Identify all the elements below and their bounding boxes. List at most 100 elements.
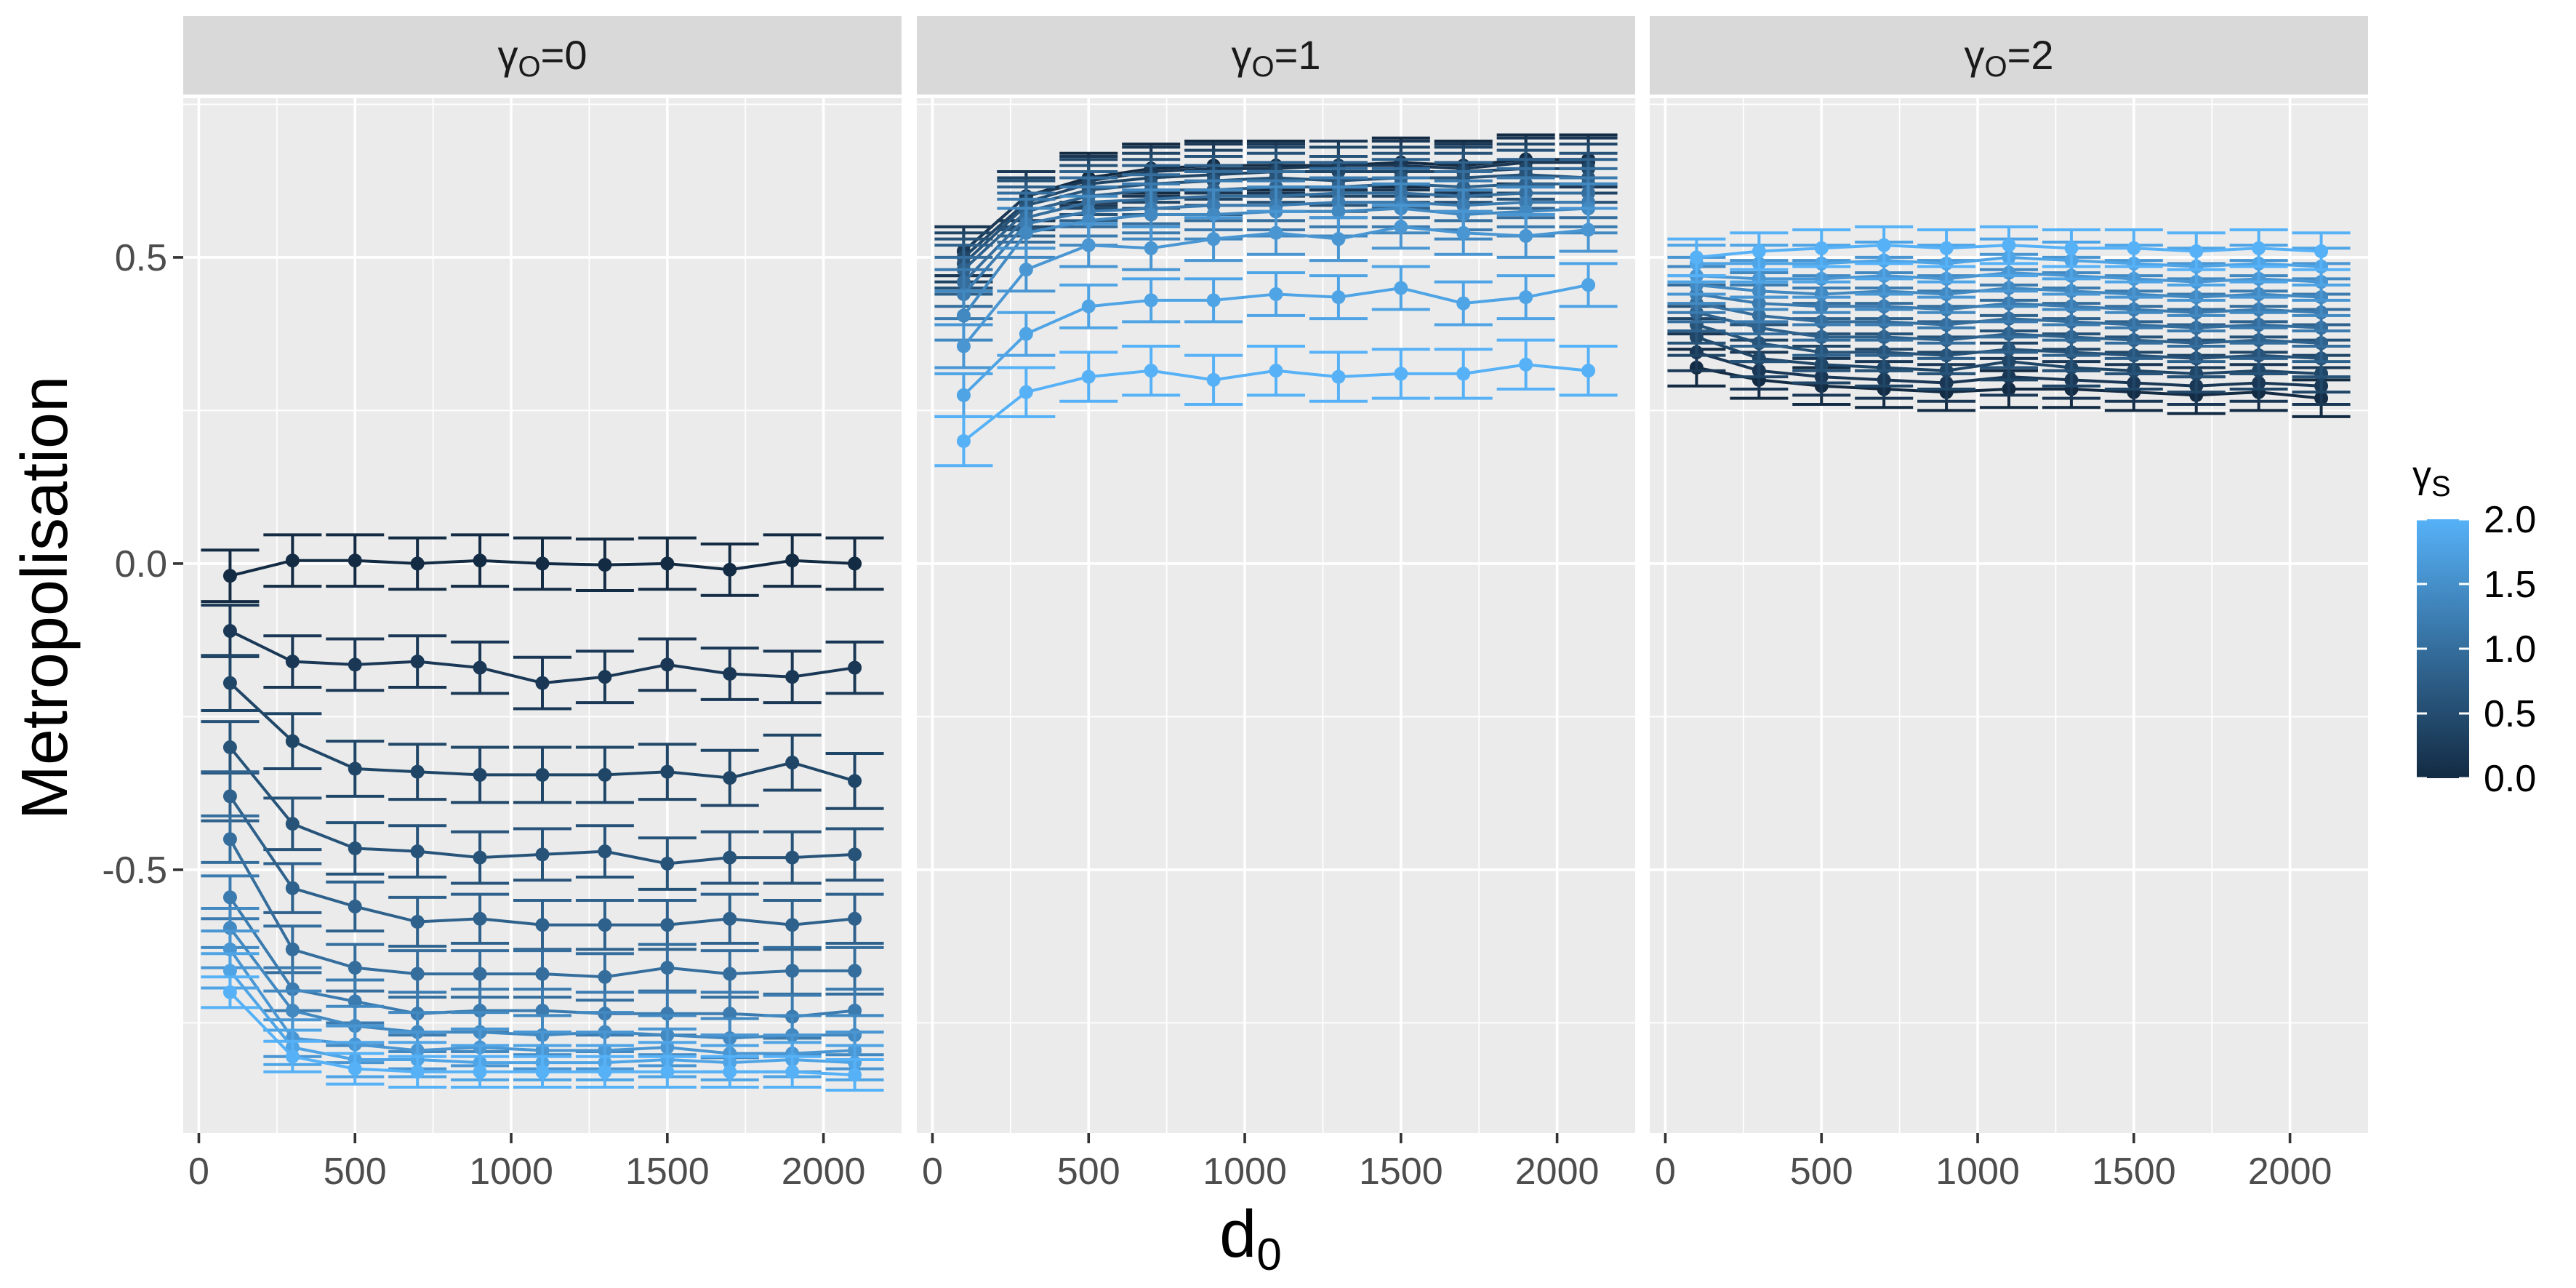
data-point	[723, 771, 737, 785]
data-point	[2127, 241, 2141, 255]
data-point	[1581, 223, 1596, 237]
data-point	[348, 1062, 362, 1076]
legend-title-main: γ	[2412, 454, 2431, 496]
data-point	[348, 553, 362, 568]
facet-panel-2: γO=2 0 500 1000 1500 2000	[1650, 16, 2368, 1193]
x-tick-label: 0	[188, 1151, 209, 1193]
data-point	[660, 657, 675, 672]
data-point	[410, 556, 425, 571]
x-tick-label: 2000	[1515, 1151, 1600, 1193]
data-point	[285, 817, 300, 831]
series-gamma-s-0-2	[201, 604, 884, 711]
data-point	[1939, 241, 1954, 255]
data-point	[956, 434, 971, 449]
data-point	[285, 1049, 300, 1064]
x-tick-label: 2000	[2248, 1151, 2332, 1193]
x-tick-label: 1500	[2092, 1151, 2176, 1193]
facet-label-2: γO=2	[1965, 32, 2054, 83]
data-point	[473, 660, 487, 675]
data-point	[410, 844, 425, 859]
data-point	[473, 767, 487, 782]
data-point	[723, 1065, 737, 1079]
data-point	[785, 918, 800, 932]
data-point	[2002, 238, 2016, 252]
data-point	[1206, 232, 1221, 247]
legend-title: γS	[2412, 454, 2451, 503]
data-point	[598, 1065, 612, 1079]
x-tick-label: 1500	[1359, 1151, 1443, 1193]
data-point	[410, 655, 425, 669]
data-point	[1394, 220, 1408, 234]
data-point	[1331, 232, 1346, 247]
data-point	[222, 676, 237, 690]
data-point	[535, 847, 550, 862]
data-point	[473, 967, 487, 981]
facet-label-rest: =1	[1275, 32, 1321, 78]
data-point	[285, 655, 300, 669]
data-point	[660, 918, 675, 932]
facet-label-0: γO=0	[498, 32, 587, 83]
series-gamma-s-1-6	[934, 204, 1618, 369]
data-point	[785, 553, 800, 568]
data-point	[2314, 244, 2329, 259]
data-point	[222, 985, 237, 999]
data-point	[2189, 244, 2204, 259]
data-point	[956, 308, 971, 323]
y-tick-label: 0.5	[115, 237, 167, 279]
data-point	[535, 676, 550, 690]
x-tick-label: 500	[324, 1151, 387, 1193]
series-gamma-s-0	[201, 533, 884, 604]
series-gamma-s-0-8	[201, 770, 884, 951]
data-point	[1581, 364, 1596, 378]
data-point	[285, 1004, 300, 1018]
data-point	[285, 553, 300, 568]
facet-panel-0: γO=0 0 500 1000 1500 2000	[183, 16, 902, 1193]
data-point	[848, 556, 862, 571]
data-point	[1331, 204, 1346, 219]
data-point	[535, 556, 550, 571]
data-point	[660, 556, 675, 571]
data-point	[660, 961, 675, 975]
data-point	[598, 670, 612, 684]
facet-label-1: γO=1	[1232, 32, 1321, 83]
data-point	[660, 857, 675, 871]
data-point	[473, 850, 487, 865]
series-gamma-s-0-4	[201, 654, 884, 810]
data-point	[785, 964, 800, 978]
x-tick-label: 1000	[469, 1151, 553, 1193]
color-legend: γS 2.0 1.5 1.0 0.5 0.0	[2412, 454, 2536, 800]
data-point	[848, 774, 862, 788]
data-point	[1814, 241, 1829, 255]
legend-tick-label: 2.0	[2484, 499, 2536, 541]
data-point	[1019, 225, 1033, 240]
data-point	[598, 558, 612, 572]
series-gamma-s-0-6	[201, 720, 884, 891]
data-point	[723, 850, 737, 865]
x-tick-label: 1000	[1935, 1151, 2020, 1193]
data-point	[348, 761, 362, 776]
data-point	[285, 942, 300, 956]
facet-label-rest: =2	[2007, 32, 2054, 78]
panel-background	[917, 98, 1635, 1133]
data-point	[1519, 228, 1533, 243]
data-point	[1331, 290, 1346, 305]
x-tick-label: 500	[1057, 1151, 1120, 1193]
data-point	[598, 767, 612, 782]
data-point	[848, 847, 862, 862]
data-point	[2064, 241, 2079, 255]
x-axis-title: d0	[1219, 1197, 1282, 1280]
facet-strip-0	[183, 16, 902, 95]
facet-label-subscript: O	[518, 51, 541, 83]
data-point	[785, 670, 800, 684]
facet-label-main: γ	[1965, 32, 1985, 78]
data-point	[1519, 357, 1533, 372]
data-point	[348, 657, 362, 672]
data-point	[348, 899, 362, 913]
data-point	[1394, 281, 1408, 295]
data-point	[1019, 263, 1033, 277]
data-point	[1081, 299, 1096, 313]
facet-label-main: γ	[498, 32, 518, 78]
data-point	[956, 339, 971, 353]
data-point	[1581, 278, 1596, 292]
